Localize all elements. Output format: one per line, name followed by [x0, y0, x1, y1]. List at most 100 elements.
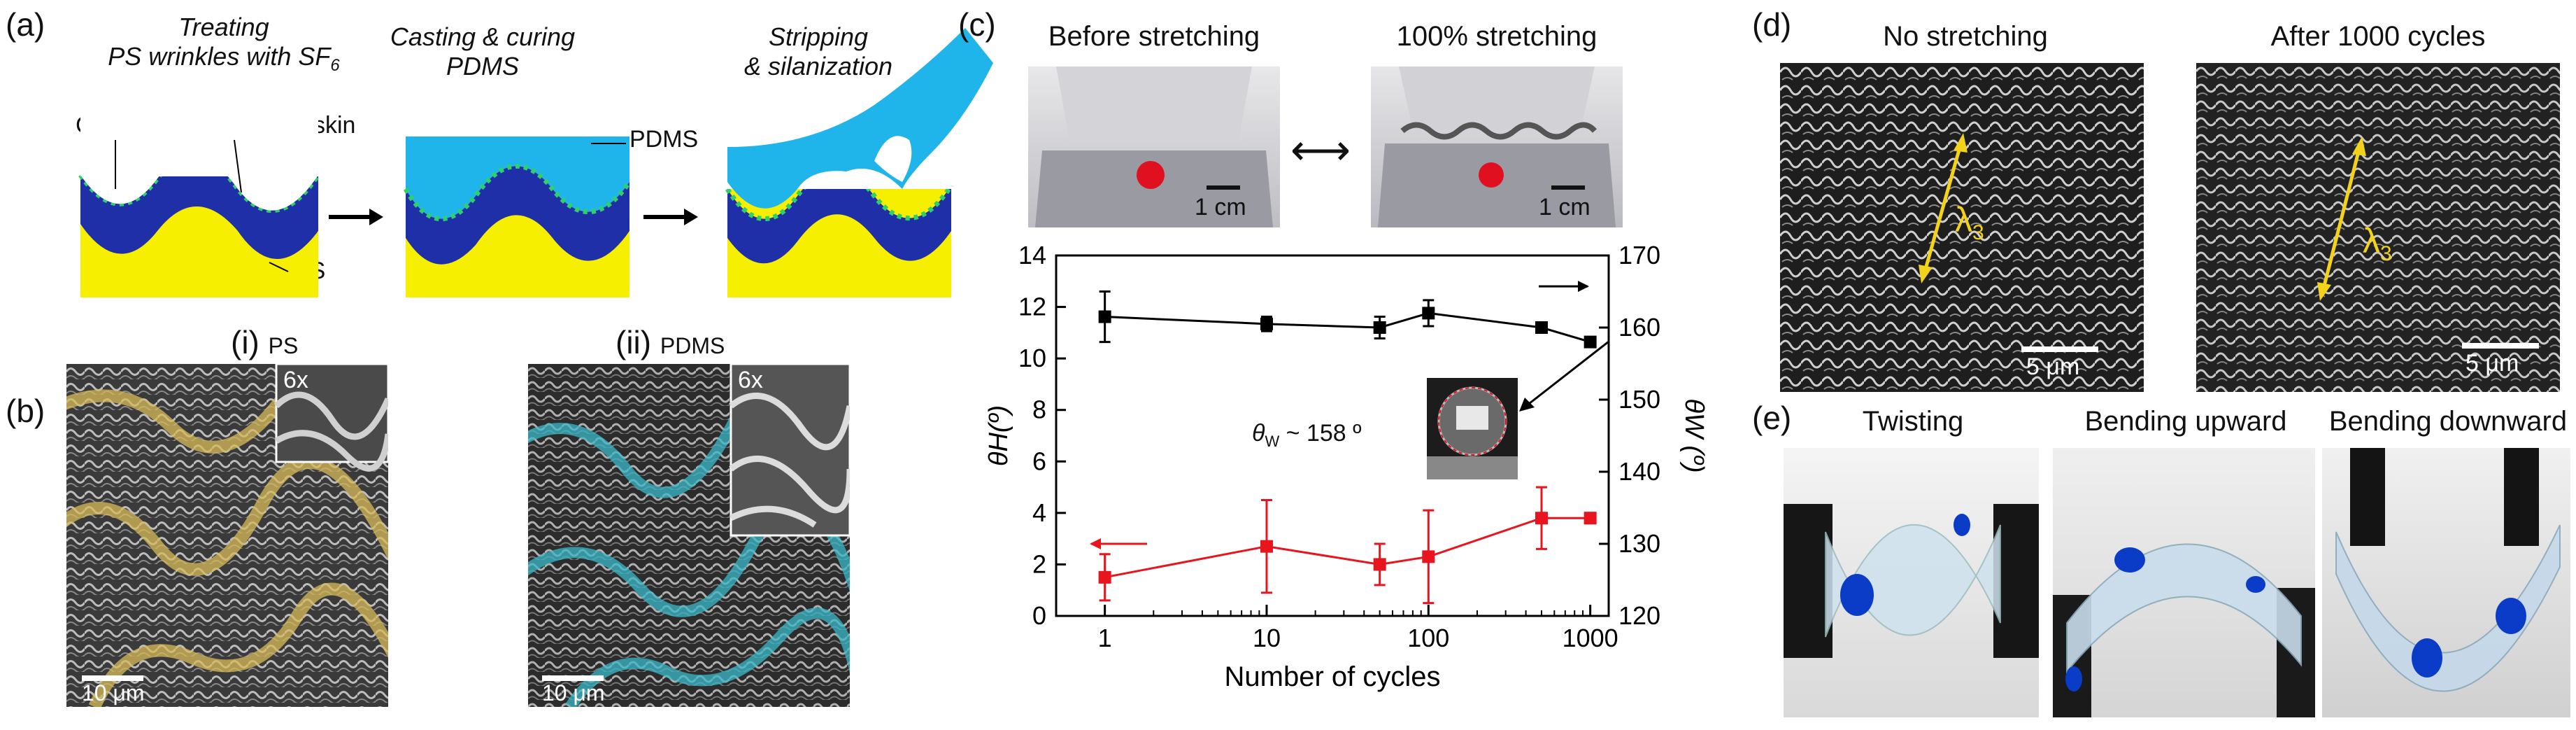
skin-leader: [234, 139, 242, 193]
plot-frame: [1055, 254, 1610, 617]
sub-ii-title: (ii) PDMS: [615, 323, 725, 361]
sub-i-numeral: (i): [231, 324, 259, 360]
x-tick-label: 1: [1098, 624, 1112, 652]
panel-d-label: (d): [1752, 6, 1792, 43]
schematic-1: [78, 112, 320, 297]
data-point-left: [1535, 512, 1549, 525]
lambda-left-symbol: λ: [1955, 200, 1972, 239]
sub-ii-numeral: (ii): [615, 324, 652, 360]
bending-up-art: [2053, 543, 2315, 717]
ps-scale-text: 10 μm: [82, 680, 145, 706]
ps-overlay-2: [66, 456, 388, 576]
ps-zoom-label: 6x: [283, 367, 308, 393]
sem-no-stretch: λ3 5 μm: [1780, 63, 2144, 392]
arrow-2: [643, 209, 698, 225]
y-left-tick-label: 8: [1032, 395, 1046, 424]
y-right-tick-label: 130: [1618, 529, 1660, 558]
red-droplet-stretched: [1479, 162, 1504, 188]
data-point-left: [1098, 570, 1111, 584]
photo-before: 1 cm: [1028, 66, 1280, 227]
sem-image-pdms: 6x 10 μm: [528, 364, 850, 707]
x-tick-label: 100: [1407, 624, 1449, 652]
data-point-right: [1373, 321, 1386, 334]
pdms-scale-text: 10 μm: [542, 680, 605, 706]
step1-title: Treating PS wrinkles with SF6: [77, 13, 371, 80]
pdms-label: PDMS: [629, 126, 699, 153]
photo-twisting: [1784, 448, 2039, 717]
theta-value: ~ 158 º: [1279, 420, 1362, 447]
sem-ps-texture: [66, 364, 388, 707]
theta-symbol: θ: [1252, 420, 1265, 447]
left-axis-arrowhead: [1090, 538, 1101, 549]
data-point-right: [1422, 307, 1435, 320]
d-right-scale-bar: [2462, 343, 2539, 349]
swap-arrow: ⟷: [1290, 127, 1351, 174]
photo-bending-down: [2322, 448, 2570, 717]
twisting-art: [1784, 504, 2039, 658]
theta-sub: W: [1265, 432, 1280, 450]
schematic-2: [403, 136, 632, 297]
lambda-right: λ3: [2363, 220, 2392, 266]
panel-a-label: (a): [6, 6, 45, 43]
sub-ii-material: PDMS: [660, 333, 725, 358]
photo-after: 1 cm: [1371, 66, 1623, 227]
data-point-left: [1584, 512, 1597, 525]
panel-b-label: (b): [6, 393, 45, 429]
pdms-layer: [406, 136, 629, 219]
bending-down-title: Bending downward: [2328, 406, 2568, 437]
data-point-right: [1260, 317, 1273, 330]
panel-c-label: (c): [958, 6, 996, 43]
before-scale-text: 1 cm: [1195, 194, 1246, 220]
y-right-tick-label: 140: [1618, 457, 1660, 486]
step2-title: Casting & curing PDMS: [390, 22, 576, 80]
y-right-tick-label: 120: [1618, 601, 1660, 630]
step1-sub: 6: [330, 56, 340, 76]
schematic-3: [725, 28, 993, 297]
y-left-axis-label: θH(º): [984, 405, 1013, 466]
ps-overlay-3: [88, 582, 388, 707]
lambda-arrow-left: [1921, 139, 1964, 277]
y-right-tick-label: 160: [1618, 313, 1660, 342]
after-scale-text: 1 cm: [1539, 194, 1591, 220]
step1-text: Treating PS wrinkles with SF: [108, 13, 331, 71]
arrow-1: [329, 209, 383, 225]
sem-image-ps: 6x 10 μm: [66, 364, 388, 707]
ps-scale-bar: [82, 675, 143, 681]
panel-e-label: (e): [1752, 400, 1792, 436]
y-right-axis-label: θW (º): [1679, 398, 1707, 472]
after-title: 100% stretching: [1396, 21, 1597, 52]
air-mask: [80, 112, 318, 211]
no-stretch-title: No stretching: [1883, 21, 2048, 52]
sub-i-material: PS: [268, 333, 299, 358]
y-left-tick-label: 4: [1032, 498, 1046, 527]
right-axis-arrowhead: [1578, 281, 1589, 293]
d-left-scale-text: 5 μm: [2026, 353, 2080, 380]
ps-leader: [269, 262, 289, 272]
d-right-scale-text: 5 μm: [2465, 350, 2519, 377]
sem-pdms-texture: [528, 364, 850, 707]
series-line-right: [1104, 311, 1591, 344]
y-left-tick-label: 12: [1018, 293, 1046, 321]
lambda-left: λ3: [1955, 199, 1984, 245]
lambda-right-sub: 3: [2380, 242, 2392, 265]
pdms-zoom-label: 6x: [738, 367, 763, 393]
x-tick-label: 1000: [1563, 624, 1618, 652]
data-point-left: [1260, 540, 1273, 553]
peeled-pdms: [727, 28, 993, 209]
x-tick-label: 10: [1253, 624, 1281, 652]
y-left-tick-label: 6: [1032, 447, 1046, 475]
sem-after-cycles: λ3 5 μm: [2196, 63, 2560, 392]
droplet-inset-label: θW ~ 158 º: [1252, 420, 1362, 451]
after-scale-bar: [1551, 185, 1585, 190]
data-point-right: [1584, 335, 1597, 349]
data-point-left: [1373, 558, 1386, 571]
bending-up-title: Bending upward: [2084, 406, 2287, 437]
data-point-left: [1422, 550, 1435, 563]
y-left-tick-label: 2: [1032, 549, 1046, 578]
x-axis-label: Number of cycles: [1225, 661, 1441, 692]
sub-i-title: (i) PS: [231, 323, 298, 361]
droplet-inset: [1427, 378, 1518, 479]
sem-no-stretch-texture: [1780, 63, 2144, 392]
lambda-left-sub: 3: [1972, 221, 1984, 244]
series-line-left: [1104, 517, 1591, 579]
